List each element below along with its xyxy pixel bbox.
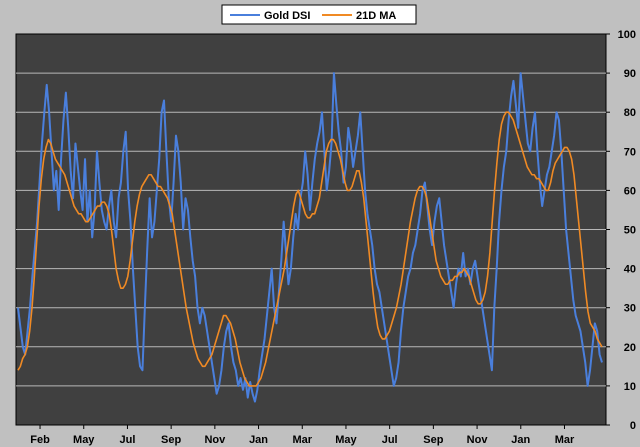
x-tick-label: Mar [292,434,312,446]
legend-box [221,4,417,25]
y-axis-ticks: 0 10 20 30 40 50 60 70 80 90 100 [606,29,636,432]
x-tick-label: Jan [249,434,268,446]
series-lines [17,72,603,403]
y-tick-label: 10 [624,381,636,393]
x-tick-label: Nov [467,434,489,446]
y-tick-label: 0 [630,420,636,432]
x-tick-label: Feb [30,434,50,446]
y-tick-label: 20 [624,342,636,354]
x-tick-label: Mar [555,434,575,446]
y-tick-label: 70 [624,146,636,158]
y-tick-label: 40 [624,264,636,276]
x-tick-label: Sep [161,434,181,446]
legend-label-21d-ma: 21D MA [356,10,396,22]
legend: Gold DSI 21D MA [221,4,417,25]
x-tick-label: May [335,434,357,446]
y-tick-label: 80 [624,107,636,119]
legend-label-gold-dsi: Gold DSI [264,10,310,22]
y-tick-label: 30 [624,303,636,315]
series-line-gold-dsi [17,72,603,403]
x-tick-label: Sep [423,434,443,446]
x-tick-label: Jan [511,434,530,446]
x-tick-label: Jul [382,434,398,446]
y-tick-label: 100 [618,29,636,41]
y-tick-label: 50 [624,225,636,237]
x-tick-label: May [73,434,95,446]
y-tick-label: 60 [624,185,636,197]
x-tick-label: Jul [119,434,135,446]
x-tick-label: Nov [204,434,226,446]
x-axis-ticks: Feb May Jul Sep Nov Jan Mar May Jul Sep Nov Jan Mar [30,425,575,446]
series-line-21d-ma [17,111,603,387]
y-tick-label: 90 [624,68,636,80]
